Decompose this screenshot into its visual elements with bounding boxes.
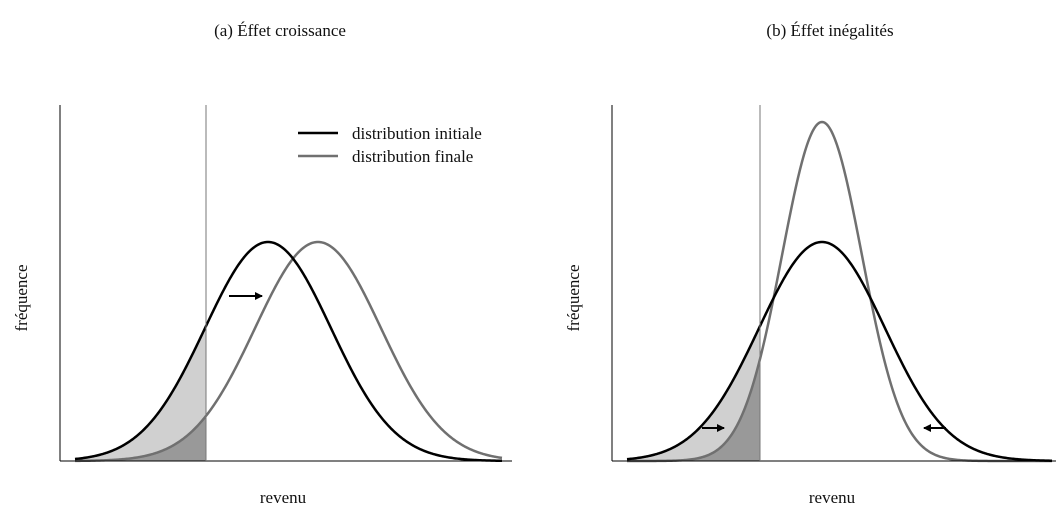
panel-title: (b) Éffet inégalités bbox=[766, 21, 893, 40]
shaded-area bbox=[75, 415, 206, 461]
y-label: fréquence bbox=[564, 264, 583, 331]
shaded-area bbox=[627, 326, 760, 461]
curve-final bbox=[74, 240, 503, 463]
shaded-area bbox=[75, 326, 206, 461]
y-label: fréquence bbox=[12, 264, 31, 331]
curve-final bbox=[627, 120, 1052, 463]
x-label: revenu bbox=[260, 488, 307, 507]
x-label: revenu bbox=[809, 488, 856, 507]
curve-initial bbox=[74, 240, 503, 463]
panel-title: (a) Éffet croissance bbox=[214, 21, 346, 40]
legend-label: distribution finale bbox=[352, 147, 473, 166]
legend-label: distribution initiale bbox=[352, 124, 482, 143]
curve-initial bbox=[626, 240, 1053, 462]
shaded-area bbox=[627, 359, 760, 461]
